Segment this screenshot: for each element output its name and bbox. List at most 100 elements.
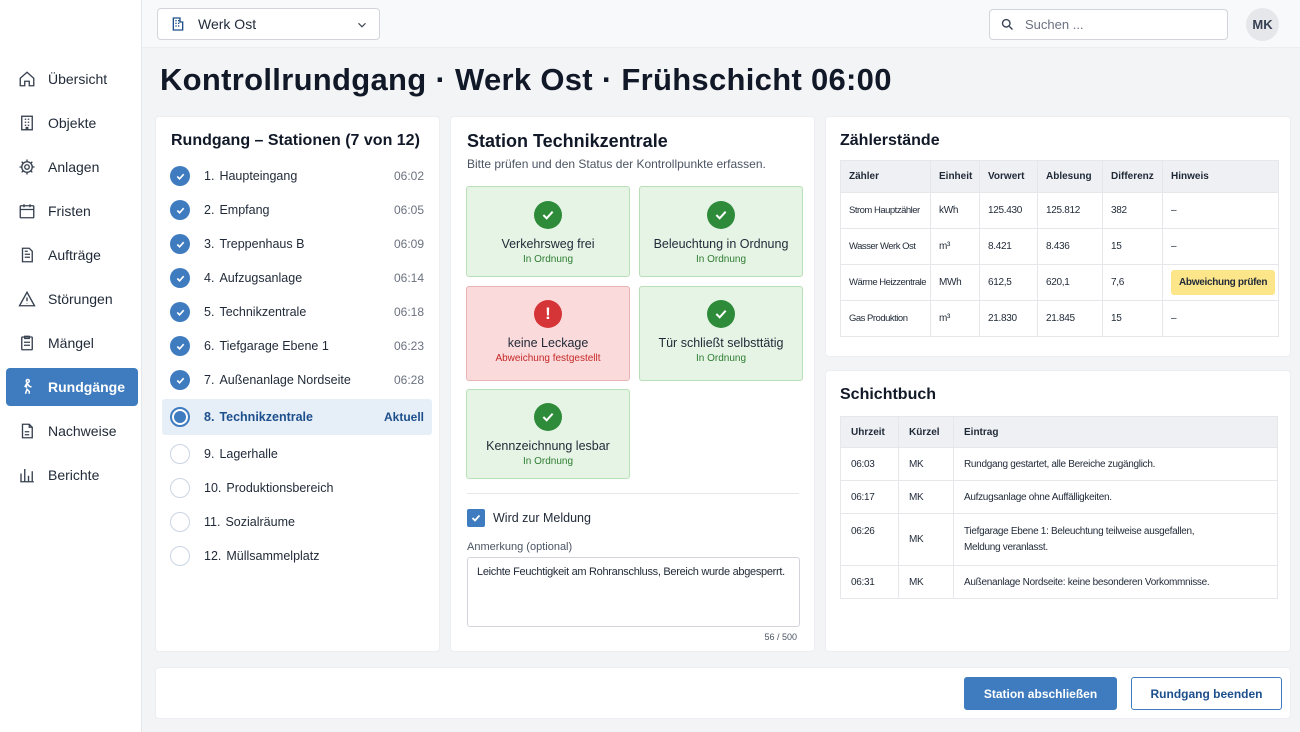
checkpoint-beleuchtung[interactable]: Beleuchtung in Ordnung In Ordnung	[639, 186, 803, 277]
report-checkbox[interactable]: Wird zur Meldung	[467, 509, 591, 527]
station-item[interactable]: 12. Müllsammelplatz	[162, 539, 432, 573]
table-cell: MK	[898, 513, 954, 566]
sidebar-item-label: Objekte	[48, 115, 97, 131]
checkpoint-status: In Ordnung	[522, 456, 574, 467]
table-cell: MWh	[930, 264, 980, 301]
search-input[interactable]	[1025, 17, 1205, 32]
check-circle-icon	[170, 234, 190, 254]
table-cell: MK	[898, 565, 954, 599]
warning-icon	[18, 290, 36, 307]
empty-circle-icon	[170, 478, 190, 498]
table-row[interactable]: 06:31 MK Außenanlage Nordseite: keine be…	[840, 565, 1278, 599]
column-header: Zähler	[840, 160, 931, 193]
current-station-icon	[170, 407, 190, 427]
table-cell: kWh	[930, 192, 980, 229]
sidebar-item-fristen[interactable]: Fristen	[6, 192, 138, 230]
sidebar-item-anlagen[interactable]: Anlagen	[6, 148, 138, 186]
station-item[interactable]: 3. Treppenhaus B 06:09	[162, 227, 432, 261]
table-cell: Wärme Heizzentrale	[840, 264, 931, 301]
station-number: 2.	[204, 203, 215, 217]
table-cell: 8.421	[979, 228, 1038, 265]
warning-badge[interactable]: Abweichung prüfen	[1171, 270, 1276, 295]
checkpoint-label: Verkehrsweg frei	[501, 237, 595, 251]
bar-chart-icon	[20, 469, 34, 483]
station-item[interactable]: 7. Außenanlage Nordseite 06:28	[162, 363, 432, 397]
table-row[interactable]: 06:26 MK Tiefgarage Ebene 1: Beleuchtung…	[840, 513, 1278, 566]
table-row[interactable]: Wärme Heizzentrale MWh 612,5 620,1 7,6 A…	[840, 264, 1279, 301]
checkpoint-status: Abweichung festgestellt	[495, 353, 601, 364]
sidebar-item-berichte[interactable]: Berichte	[6, 456, 138, 494]
finish-station-button[interactable]: Station abschließen	[964, 677, 1117, 710]
station-item[interactable]: 2. Empfang 06:05	[162, 193, 432, 227]
file-icon	[21, 423, 33, 439]
station-name: Außenanlage Nordseite	[219, 373, 351, 387]
top-bar: Werk Ost MK	[142, 0, 1300, 48]
station-name: Haupteingang	[219, 169, 298, 183]
empty-circle-icon	[170, 444, 190, 464]
sidebar-item-maengel[interactable]: Mängel	[6, 324, 138, 362]
station-item[interactable]: 1. Haupteingang 06:02	[162, 159, 432, 193]
table-row[interactable]: Gas Produktion m³ 21.830 21.845 15 –	[840, 300, 1279, 337]
checkpoint-label: Tür schließt selbsttätig	[658, 336, 784, 350]
sidebar-item-rundgaenge[interactable]: Rundgänge	[6, 368, 138, 406]
station-name: Produktionsbereich	[226, 481, 334, 495]
station-name: Aufzugsanlage	[219, 271, 303, 285]
end-round-button[interactable]: Rundgang beenden	[1131, 677, 1282, 710]
station-number: 10.	[204, 481, 222, 495]
sidebar-item-nachweise[interactable]: Nachweise	[6, 412, 138, 450]
station-item[interactable]: 9. Lagerhalle	[162, 437, 432, 471]
sidebar-item-objekte[interactable]: Objekte	[6, 104, 138, 142]
station-item[interactable]: 11. Sozialräume	[162, 505, 432, 539]
calendar-icon	[19, 204, 35, 219]
table-row[interactable]: 06:17 MK Aufzugsanlage ohne Auffälligkei…	[840, 480, 1278, 514]
avatar[interactable]: MK	[1246, 8, 1279, 41]
table-row[interactable]: Strom Hauptzähler kWh 125.430 125.812 38…	[840, 192, 1279, 229]
table-cell: –	[1162, 192, 1279, 229]
site-select[interactable]: Werk Ost	[157, 8, 380, 40]
station-name: Empfang	[219, 203, 270, 217]
station-number: 9.	[204, 447, 215, 461]
current-badge: Aktuell	[383, 410, 424, 424]
table-cell: 612,5	[979, 264, 1038, 301]
table-cell: 125.430	[979, 192, 1038, 229]
table-header-row: Uhrzeit Kürzel Eintrag	[840, 416, 1278, 448]
table-cell: 06:31	[840, 565, 899, 599]
table-cell: MK	[898, 447, 954, 481]
station-item[interactable]: 6. Tiefgarage Ebene 1 06:23	[162, 329, 432, 363]
gear-icon	[19, 159, 35, 175]
note-field[interactable]: Leichte Feuchtigkeit am Rohranschluss, B…	[467, 557, 800, 627]
station-number: 4.	[204, 271, 215, 285]
checkpoint-leckage[interactable]: ! keine Leckage Abweichung festgestellt	[466, 286, 630, 381]
station-item[interactable]: 8. Technikzentrale Aktuell	[162, 399, 432, 435]
checkpoint-verkehrsweg[interactable]: Verkehrsweg frei In Ordnung	[466, 186, 630, 277]
sidebar-item-label: Übersicht	[48, 71, 108, 87]
checkpoint-label: keine Leckage	[507, 336, 589, 350]
checkpoint-label: Kennzeichnung lesbar	[486, 439, 610, 453]
table-cell: Aufzugsanlage ohne Auffälligkeiten.	[953, 480, 1278, 514]
table-cell: 15	[1102, 300, 1163, 337]
sidebar: Übersicht Objekte Anlagen Fristen Aufträ…	[0, 0, 142, 732]
checkbox-checked-icon	[467, 509, 485, 527]
divider	[467, 493, 799, 494]
station-item[interactable]: 5. Technikzentrale 06:18	[162, 295, 432, 329]
station-item[interactable]: 10. Produktionsbereich	[162, 471, 432, 505]
column-header: Kürzel	[898, 416, 954, 448]
sidebar-nav: Übersicht Objekte Anlagen Fristen Aufträ…	[6, 60, 138, 500]
sidebar-item-auftraege[interactable]: Aufträge	[6, 236, 138, 274]
sidebar-item-stoerungen[interactable]: Störungen	[6, 280, 138, 318]
station-name: Sozialräume	[225, 515, 295, 529]
station-item[interactable]: 4. Aufzugsanlage 06:14	[162, 261, 432, 295]
check-icon	[707, 300, 735, 328]
station-detail-card: Station Technikzentrale Bitte prüfen und…	[450, 116, 815, 652]
checkpoint-kennzeichnung[interactable]: Kennzeichnung lesbar In Ordnung	[466, 389, 630, 479]
checkpoint-tuer[interactable]: Tür schließt selbsttätig In Ordnung	[639, 286, 803, 381]
table-row[interactable]: Wasser Werk Ost m³ 8.421 8.436 15 –	[840, 228, 1279, 265]
search-icon	[1001, 18, 1013, 30]
sidebar-item-uebersicht[interactable]: Übersicht	[6, 60, 138, 98]
station-time: 06:05	[393, 203, 424, 217]
column-header: Vorwert	[979, 160, 1038, 193]
table-row[interactable]: 06:03 MK Rundgang gestartet, alle Bereic…	[840, 447, 1278, 481]
station-number: 7.	[204, 373, 215, 387]
check-circle-icon	[170, 336, 190, 356]
chevron-down-icon	[358, 22, 366, 28]
